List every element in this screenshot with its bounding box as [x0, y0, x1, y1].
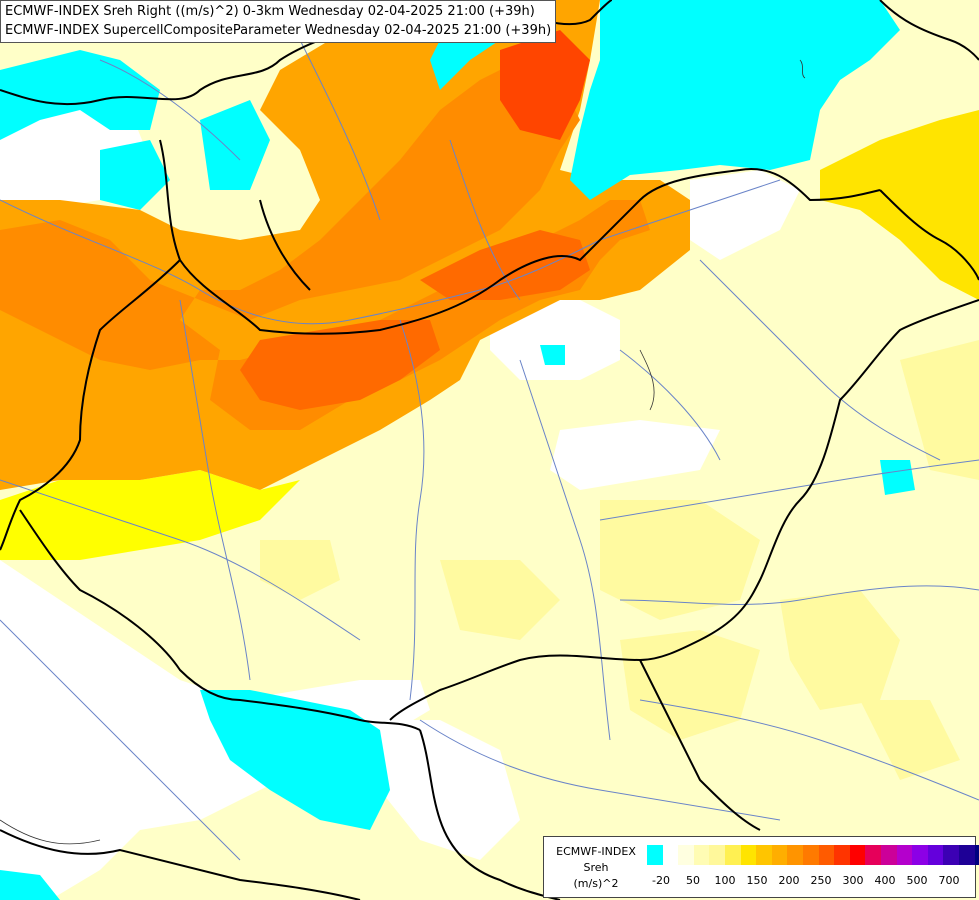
legend-swatch: [693, 845, 710, 865]
yellow-orange-region-ne: [820, 110, 979, 300]
red-orange-region-2: [420, 230, 590, 300]
legend-swatch: [740, 845, 757, 865]
map-title-line1: ECMWF-INDEX Sreh Right ((m/s)^2) 0-3km W…: [5, 4, 535, 19]
legend-tick-label: 100: [714, 874, 736, 887]
legend-swatch: [709, 845, 726, 865]
legend-swatch: [818, 845, 835, 865]
dark-orange-region: [0, 60, 650, 430]
legend-swatch: [849, 845, 866, 865]
rivers: [0, 39, 979, 861]
legend-swatch: [662, 845, 679, 865]
legend-swatch: [865, 845, 882, 865]
legend-swatch: [803, 845, 819, 865]
legend-swatch: [881, 845, 897, 865]
map-title-line2: ECMWF-INDEX SupercellCompositeParameter …: [5, 23, 552, 38]
legend-swatch: [678, 845, 695, 865]
map-title-box: ECMWF-INDEX Sreh Right ((m/s)^2) 0-3km W…: [0, 0, 557, 43]
light-yellow-regions: [260, 340, 979, 780]
legend-swatch: [974, 845, 979, 865]
legend-swatch: [927, 845, 944, 865]
yellow-band: [0, 470, 300, 560]
legend-tick-label: 150: [746, 874, 768, 887]
legend-swatch: [896, 845, 913, 865]
legend-tick-label: 250: [810, 874, 832, 887]
legend-tick-label: 300: [842, 874, 864, 887]
legend-tick-label: 400: [874, 874, 896, 887]
legend-variable: Sreh: [583, 861, 609, 874]
legend-swatch: [647, 845, 663, 865]
legend-tick-label: 50: [686, 874, 700, 887]
red-orange-region: [240, 320, 440, 410]
color-legend: ECMWF-INDEX Sreh (m/s)^2 -20 50 100 150 200 2…: [543, 836, 979, 898]
legend-swatch: [725, 845, 741, 865]
legend-swatch: [834, 845, 851, 865]
legend-tick-label: 200: [778, 874, 800, 887]
legend-swatch: [756, 845, 773, 865]
region-outlines: [0, 59, 806, 845]
legend-unit: (m/s)^2: [573, 877, 619, 890]
legend-swatch: [959, 845, 975, 865]
legend-swatch: [787, 845, 804, 865]
legend-swatch: [771, 845, 788, 865]
legend-tick-label: -20: [652, 874, 670, 887]
legend-swatch: [943, 845, 960, 865]
legend-tick-label: 700: [938, 874, 960, 887]
red-region-north: [500, 30, 590, 140]
legend-swatch: [912, 845, 929, 865]
legend-tick-label: 500: [906, 874, 928, 887]
legend-model: ECMWF-INDEX: [556, 845, 636, 858]
